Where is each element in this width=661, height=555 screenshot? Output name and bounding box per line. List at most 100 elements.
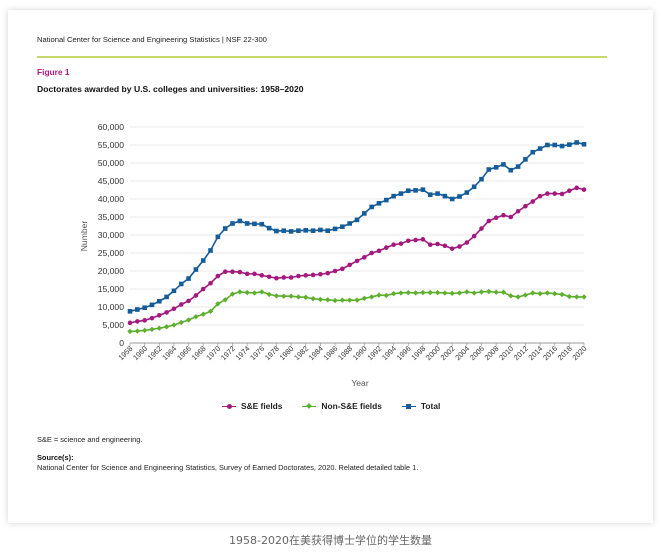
data-point-total <box>142 305 147 311</box>
data-point-total <box>193 267 199 272</box>
data-point-se <box>142 318 147 323</box>
data-point-nonse <box>127 328 133 335</box>
data-point-nonse <box>515 294 521 300</box>
data-point-total <box>259 221 265 227</box>
data-point-se <box>369 250 374 256</box>
legend-label-se: S&E fields <box>241 401 283 411</box>
data-point-total <box>208 248 213 253</box>
grid-lines <box>130 126 584 344</box>
data-point-nonse <box>522 292 529 298</box>
y-tick-label: 15,000 <box>98 284 125 294</box>
x-tick-label: 1972 <box>219 344 237 362</box>
data-point-se <box>449 246 455 251</box>
data-point-total <box>156 298 162 304</box>
data-point-se <box>581 187 587 192</box>
x-tick-label: 1994 <box>380 344 398 362</box>
data-point-nonse <box>405 289 411 296</box>
data-point-se <box>420 237 426 242</box>
data-point-total <box>508 167 514 173</box>
data-point-total <box>435 191 440 196</box>
data-point-nonse <box>251 290 258 296</box>
data-point-nonse <box>478 289 485 295</box>
data-point-se <box>200 286 206 292</box>
data-point-nonse <box>442 290 448 296</box>
data-point-nonse <box>295 294 302 300</box>
data-point-se <box>523 203 528 209</box>
source-text: National Center for Science and Engineer… <box>37 463 419 472</box>
y-tick-label: 5,000 <box>102 320 124 330</box>
data-point-total <box>354 217 360 223</box>
data-point-se <box>135 319 140 324</box>
data-point-total <box>449 196 455 202</box>
data-point-nonse <box>134 328 141 334</box>
data-point-se <box>567 188 572 194</box>
figure-label: Figure 1 <box>37 67 70 77</box>
data-point-total <box>303 228 309 233</box>
data-point-nonse <box>573 294 580 300</box>
data-point-nonse <box>530 290 536 296</box>
data-point-se <box>442 243 448 249</box>
data-point-total <box>127 309 133 314</box>
data-point-nonse <box>464 289 470 295</box>
data-point-nonse <box>259 289 265 295</box>
data-point-se <box>164 310 169 315</box>
data-point-se <box>493 215 499 221</box>
data-point-se <box>310 272 316 278</box>
x-tick-label: 2012 <box>512 344 530 362</box>
data-point-se <box>318 271 323 277</box>
y-axis-label: Number <box>79 221 89 252</box>
legend-label-total: Total <box>420 401 441 411</box>
data-point-nonse <box>171 322 177 328</box>
data-point-total <box>252 221 257 227</box>
data-point-nonse <box>178 319 184 326</box>
data-point-se <box>354 258 360 264</box>
data-point-se <box>340 266 345 272</box>
data-point-total <box>222 226 228 231</box>
data-point-se <box>274 275 279 281</box>
data-point-se <box>281 275 287 280</box>
data-point-nonse <box>185 317 192 323</box>
data-point-total <box>288 229 294 234</box>
data-point-se <box>405 238 411 244</box>
x-tick-label: 1996 <box>395 344 413 362</box>
data-point-nonse <box>471 290 477 296</box>
data-point-nonse <box>346 297 353 303</box>
x-tick-label: 1960 <box>131 344 149 362</box>
data-point-se <box>303 273 309 278</box>
data-point-total <box>537 146 543 151</box>
data-point-se <box>376 248 382 254</box>
data-point-se <box>288 275 294 280</box>
data-point-total <box>552 142 558 148</box>
x-tick-label: 2004 <box>453 344 471 362</box>
data-point-total <box>296 228 301 233</box>
x-tick-label: 1982 <box>292 344 310 362</box>
data-point-se <box>149 315 155 321</box>
data-point-se <box>545 191 550 196</box>
header-divider <box>37 56 607 58</box>
data-point-nonse <box>215 301 221 307</box>
data-point-se <box>208 280 213 286</box>
y-tick-label: 50,000 <box>98 158 125 168</box>
data-point-se <box>347 262 352 268</box>
series-layer <box>127 140 587 335</box>
data-point-se <box>230 269 235 275</box>
figure-title: Doctorates awarded by U.S. colleges and … <box>37 84 304 94</box>
legend-swatch-total <box>401 402 416 410</box>
data-point-se <box>171 306 177 312</box>
x-tick-label: 2002 <box>439 344 457 362</box>
x-tick-label: 1998 <box>409 344 427 362</box>
data-point-se <box>237 269 243 275</box>
data-point-total <box>171 288 177 294</box>
data-point-se <box>259 273 265 278</box>
data-point-nonse <box>317 296 324 303</box>
chart-legend: S&E fields Non-S&E fields Total <box>222 401 440 411</box>
legend-item-total: Total <box>401 401 441 411</box>
data-point-total <box>581 141 587 147</box>
y-tick-labels: 0 5,000 10,000 15,000 20,000 25,000 30,000 35,0… <box>98 122 125 348</box>
data-point-se <box>413 237 418 243</box>
x-tick-label: 1986 <box>321 344 339 362</box>
data-point-nonse <box>412 290 419 296</box>
data-point-se <box>186 298 191 304</box>
data-point-nonse <box>493 289 499 295</box>
y-tick-label: 30,000 <box>98 230 125 240</box>
